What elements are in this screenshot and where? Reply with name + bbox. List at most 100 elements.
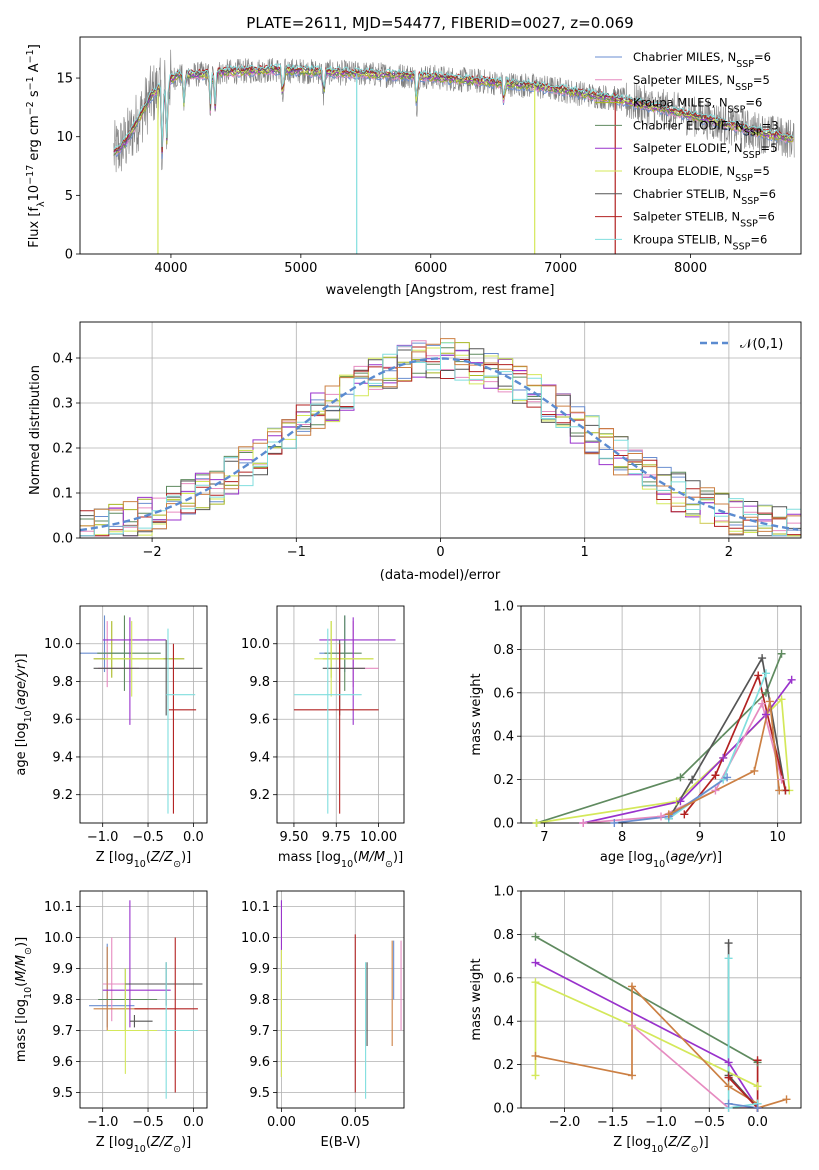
- label-part: =6: [745, 96, 762, 110]
- x-tick-label: 9: [696, 830, 704, 845]
- weight-marker: [762, 710, 770, 719]
- y-tick-label: 0.4: [493, 730, 514, 745]
- x-tick-label: −0.5: [132, 830, 164, 845]
- label-part: Salpeter STELIB, N: [633, 210, 740, 224]
- weight-marker: [719, 753, 728, 762]
- y-tick-label: 0: [65, 248, 73, 263]
- label-part: )]: [393, 850, 403, 865]
- label-part: 10: [27, 185, 42, 202]
- weight-marker: [724, 1073, 733, 1082]
- axes-frame: [276, 605, 405, 824]
- x-tick-label: −0.5: [132, 1115, 164, 1130]
- label-part: 10: [23, 987, 34, 999]
- x-tick-label: 4000: [154, 261, 187, 276]
- residual-histogram: [80, 342, 801, 537]
- legend: Chabrier MILES, NSSP=6 Salpeter MILES, NS…: [595, 50, 779, 252]
- y-tick-label: 0.4: [493, 1015, 514, 1030]
- y-tick-label: 0.2: [52, 442, 73, 457]
- weight-marker: [758, 654, 767, 663]
- label-part: =6: [750, 232, 767, 246]
- x-tick-label: −1.0: [87, 1115, 119, 1130]
- weight-marker: [531, 932, 540, 941]
- plot-area: [280, 900, 402, 1099]
- legend-label: Kroupa MILES, NSSP=6: [633, 96, 762, 116]
- weight-marker: [711, 786, 720, 795]
- y-tick-label: 0.8: [493, 928, 514, 943]
- label-part: ⊙: [23, 947, 34, 955]
- weight-marker: [782, 1095, 791, 1104]
- y-tick-label: 0.4: [52, 352, 73, 367]
- x-tick-label: 2: [725, 545, 733, 560]
- label-part: Z [log: [613, 1135, 651, 1150]
- label-part: age [log: [14, 722, 29, 775]
- panel-residuals: −2 −1 0 1 2 0.0 0.1 0.2 0.3 0.4 (data-model)/error…: [28, 321, 802, 583]
- residual-histogram: [80, 338, 801, 535]
- panel-age_vs_Z: −1.0 −0.5 0.09.29.49.69.810.0Z [log10(Z/Z⊙…: [14, 605, 208, 870]
- legend-label: Chabrier MILES, NSSP=6: [633, 50, 771, 70]
- plot-area: [113, 49, 795, 254]
- y-tick-label: 5: [65, 189, 73, 204]
- label-part: =6: [759, 187, 776, 201]
- legend-label: Salpeter MILES, NSSP=5: [633, 73, 770, 93]
- y-axis-label: mass weight: [469, 958, 484, 1040]
- x-tick-label: −0.5: [693, 1115, 725, 1130]
- weight-marker: [531, 1071, 540, 1080]
- weight-marker: [676, 773, 685, 782]
- y-tick-label: 9.6: [52, 1055, 73, 1070]
- legend-label: 𝒩(0,1): [740, 337, 783, 352]
- label-part: ⊙: [691, 1144, 699, 1155]
- label-part: E(B-V): [320, 1135, 360, 1150]
- axes-frame: [520, 605, 802, 824]
- legend-label: Chabrier STELIB, NSSP=6: [633, 187, 776, 207]
- axes-frame: [79, 36, 802, 255]
- y-tick-label: 0.6: [493, 971, 514, 986]
- weight-marker: [628, 1021, 637, 1030]
- weight-marker: [724, 1058, 733, 1067]
- y-tick-label: 9.7: [249, 1024, 270, 1039]
- label-part: =5: [753, 164, 770, 178]
- label-part: Kroupa ELODIE, N: [633, 164, 735, 178]
- x-tick-label: 6000: [414, 261, 447, 276]
- plot-area: [89, 900, 203, 1099]
- y-tick-label: 9.6: [249, 713, 270, 728]
- label-part: (: [665, 850, 670, 865]
- weight-marker: [762, 688, 770, 697]
- weight-marker: [688, 775, 697, 784]
- label-part: Z [log: [96, 850, 134, 865]
- y-axis-label: mass [log10(M/M⊙)]: [14, 937, 34, 1062]
- y-tick-label: 10.0: [241, 931, 270, 946]
- y-tick-label: 0.2: [493, 773, 514, 788]
- weight-marker: [777, 649, 786, 658]
- label-part: =6: [754, 50, 771, 64]
- label-part: ]: [27, 44, 42, 49]
- weight-marker: [753, 1082, 762, 1091]
- x-tick-label: 0.05: [341, 1115, 370, 1130]
- panel-mass_vs_Z: −1.0 −0.5 0.0 9.5 9.6 9.7 9.8 9.9 10.0 10.1 Z [log…: [14, 890, 208, 1155]
- label-part: SSP: [736, 59, 754, 70]
- y-tick-label: 9.6: [52, 713, 73, 728]
- label-part: )]: [14, 937, 29, 947]
- label-part: s: [27, 90, 42, 101]
- x-tick-label: 8000: [674, 261, 707, 276]
- y-tick-label: 9.8: [249, 675, 270, 690]
- label-part: SSP: [733, 241, 751, 252]
- weight-marker: [753, 1104, 762, 1112]
- y-axis-label: age [log10(age/yr)]: [14, 653, 34, 775]
- label-part: Z [log: [96, 1135, 134, 1150]
- y-tick-label: 9.5: [249, 1086, 270, 1101]
- label-part: 10: [134, 1144, 146, 1155]
- x-tick-label: 0.0: [183, 830, 204, 845]
- y-tick-label: 9.8: [249, 993, 270, 1008]
- label-part: λ: [36, 201, 47, 207]
- y-tick-label: 0.0: [493, 817, 514, 832]
- label-part: SSP: [728, 104, 746, 115]
- panel-weight_vs_Z: −2.0 −1.5 −1.0 −0.5 0.0 0.0 0.2 0.4 0.6 0.8 1.0 Z […: [469, 885, 802, 1155]
- label-part: 10: [653, 859, 665, 870]
- weight-line: [668, 701, 781, 816]
- label-part: SSP: [735, 173, 753, 184]
- y-tick-label: 9.4: [249, 750, 270, 765]
- x-axis-label: Z [log10(Z/Z⊙)]: [96, 850, 191, 870]
- legend-label: Chabrier ELODIE, NSSP=3: [633, 118, 779, 138]
- y-tick-label: 9.2: [52, 788, 73, 803]
- y-tick-label: 0.0: [52, 532, 73, 547]
